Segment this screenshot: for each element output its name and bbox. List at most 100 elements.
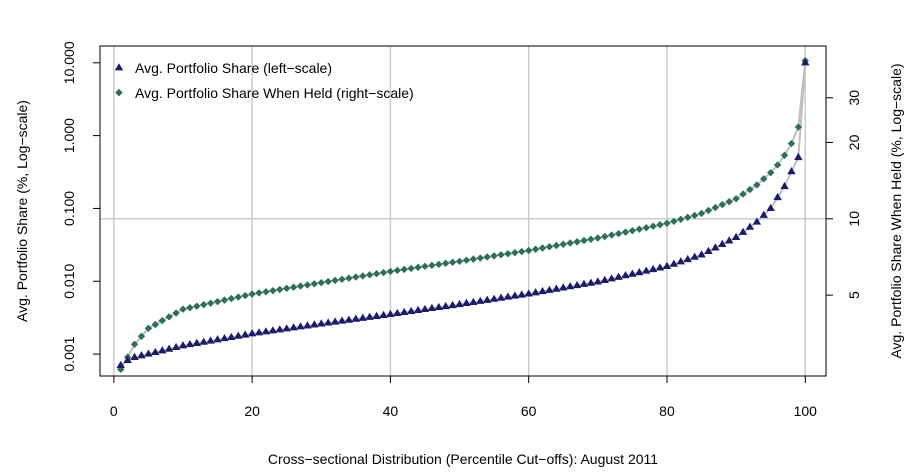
right-scale-point	[511, 248, 519, 257]
left-scale-point	[738, 227, 748, 235]
series-lines	[119, 60, 807, 370]
left-scale-point	[662, 261, 672, 269]
right-y-axis: 5 10 20 30	[826, 90, 862, 299]
right-scale-point	[587, 235, 595, 243]
left-scale-point	[489, 294, 499, 302]
left-scale-point	[731, 232, 741, 241]
right-scale-point	[407, 264, 415, 273]
right-scale-point	[635, 225, 644, 233]
left-scale-point	[586, 278, 596, 286]
left-scale-point	[337, 316, 347, 324]
right-scale-point	[386, 267, 395, 276]
left-scale-point	[552, 284, 561, 292]
x-axis: 0 20 40 60 80 100	[110, 376, 817, 419]
left-scale-point	[164, 344, 174, 352]
right-scale-point	[787, 139, 796, 148]
left-scale-point	[323, 318, 333, 326]
left-scale-point	[158, 346, 167, 354]
left-scale-point	[213, 335, 222, 343]
right-scale-point	[545, 243, 554, 251]
right-scale-point	[213, 297, 222, 306]
left-scale-point	[351, 314, 361, 322]
legend-item-left-scale: Avg. Portfolio Share (left−scale)	[114, 60, 332, 76]
right-scale-point	[663, 219, 671, 227]
left-scale-point	[469, 297, 478, 305]
right-scale-point	[165, 313, 173, 321]
left-scale-point	[572, 280, 582, 289]
right-scale-point	[684, 213, 692, 222]
left-scale-point	[220, 333, 229, 342]
left-scale-point	[496, 293, 506, 301]
left-scale-point	[669, 259, 679, 267]
left-scale-point	[275, 325, 284, 333]
right-scale-point	[435, 260, 443, 269]
left-scale-point	[434, 302, 443, 311]
x-tick-label: 80	[659, 403, 675, 419]
right-scale-point	[794, 123, 803, 131]
left-scale-point	[192, 338, 201, 346]
x-tick-label: 100	[794, 403, 818, 419]
left-scale-point	[559, 283, 568, 291]
right-scale-point	[414, 263, 422, 272]
right-scale-point	[193, 302, 201, 310]
left-scale-point	[344, 315, 354, 323]
left-scale-point	[406, 306, 416, 315]
left-scale-point	[171, 342, 181, 351]
right-scale-point	[289, 283, 298, 291]
right-scale-point	[649, 222, 657, 230]
left-scale-point	[448, 300, 457, 309]
left-scale-point	[289, 323, 298, 331]
right-y-axis-title: Avg. Portfolio Share When Held (%, Log−s…	[888, 63, 904, 358]
left-y-tick-label: 10.000	[61, 41, 77, 84]
left-scale-point	[234, 331, 243, 339]
left-scale-point	[503, 292, 513, 300]
right-scale-point	[144, 324, 153, 333]
series-line	[120, 62, 807, 367]
right-scale-point	[601, 232, 609, 241]
right-scale-point	[130, 340, 139, 349]
right-scale-point	[594, 234, 602, 242]
left-scale-point	[600, 275, 609, 283]
left-scale-point	[718, 239, 727, 248]
right-scale-point	[276, 285, 284, 294]
right-scale-point	[428, 261, 436, 270]
left-scale-point	[531, 288, 540, 296]
left-scale-point	[282, 324, 291, 332]
right-scale-point	[642, 224, 650, 232]
left-scale-point	[510, 291, 520, 299]
right-scale-point	[455, 257, 464, 265]
left-scale-point	[151, 347, 160, 356]
left-scale-point	[773, 192, 782, 201]
left-scale-point	[254, 328, 264, 336]
x-tick-label: 40	[383, 403, 399, 419]
right-scale-point	[296, 282, 305, 290]
right-scale-point	[559, 240, 567, 248]
right-scale-point	[227, 294, 236, 303]
left-scale-point	[455, 299, 464, 308]
right-scale-point	[448, 258, 457, 266]
left-scale-point	[400, 307, 409, 316]
left-scale-point	[752, 217, 762, 225]
right-scale-point	[524, 246, 533, 255]
right-scale-point	[753, 181, 761, 189]
right-scale-point	[317, 278, 325, 287]
right-scale-point	[732, 195, 740, 203]
left-scale-point	[801, 58, 810, 66]
right-scale-point	[372, 269, 381, 278]
right-scale-point	[248, 290, 256, 298]
right-scale-point	[310, 280, 319, 288]
right-scale-point	[359, 272, 367, 280]
left-scale-point	[227, 332, 236, 340]
left-scale-point	[787, 167, 796, 175]
left-scale-point	[123, 355, 132, 363]
left-scale-point	[393, 308, 402, 317]
left-scale-point	[462, 298, 471, 307]
legend: Avg. Portfolio Share (left−scale) Avg. P…	[114, 60, 414, 101]
right-scale-point	[760, 175, 768, 183]
right-scale-point	[220, 296, 229, 304]
right-y-tick-label: 5	[846, 291, 862, 299]
left-scale-point	[247, 329, 257, 337]
left-scale-point	[704, 246, 713, 255]
right-scale-point	[379, 268, 388, 277]
right-scale-point	[773, 161, 782, 169]
